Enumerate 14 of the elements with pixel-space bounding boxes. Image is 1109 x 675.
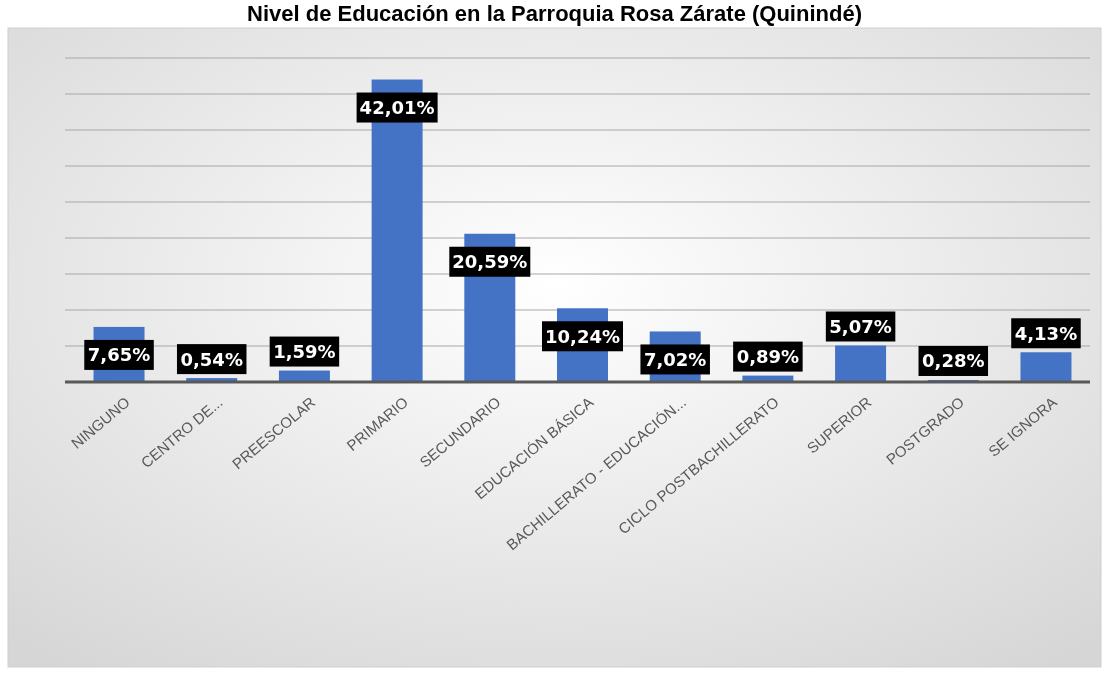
data-label: 10,24% [545,325,620,347]
bar [835,345,887,382]
data-label: 4,13% [1014,322,1078,344]
data-label: 20,59% [452,251,528,273]
bar [1020,352,1072,382]
chart-title: Nivel de Educación en la Parroquia Rosa Zárate (Quinindé) [247,1,862,26]
data-label: 0,54% [180,348,243,370]
data-label: 1,59% [273,341,336,363]
data-label: 0,28% [922,350,985,372]
data-label: 7,65% [87,344,151,366]
data-label: 0,89% [736,346,800,368]
data-label: 7,02% [643,348,707,370]
data-label: 5,07% [829,315,892,337]
data-label: 42,01% [359,97,435,119]
